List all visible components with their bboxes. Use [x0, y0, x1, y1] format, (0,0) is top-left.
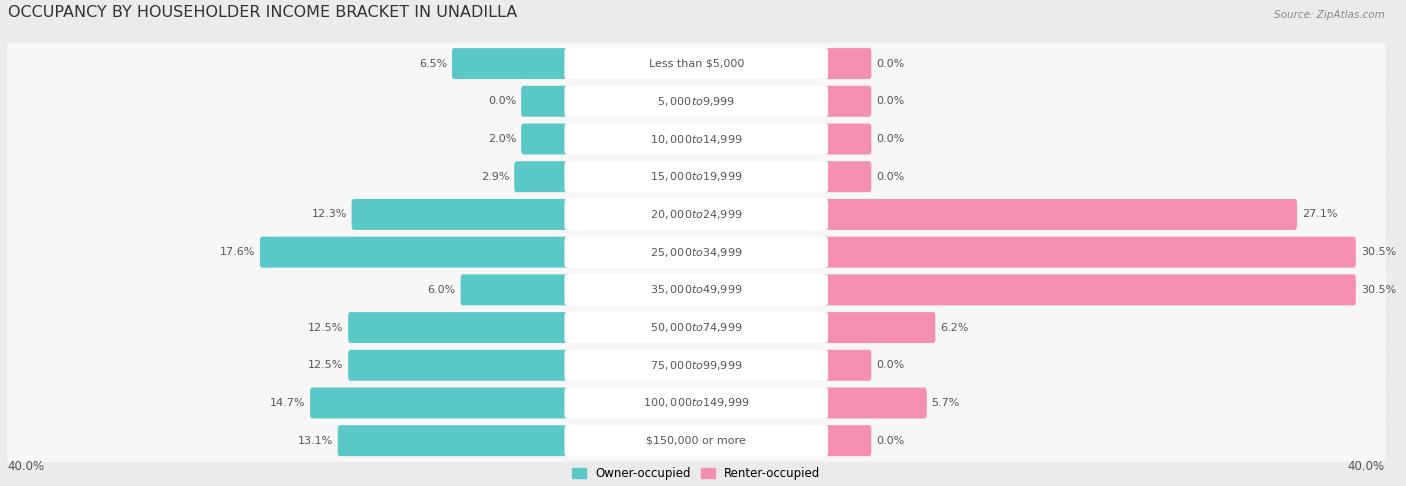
FancyBboxPatch shape: [824, 350, 872, 381]
FancyBboxPatch shape: [564, 237, 828, 268]
FancyBboxPatch shape: [824, 86, 872, 117]
Text: 12.3%: 12.3%: [311, 209, 347, 219]
FancyBboxPatch shape: [564, 161, 828, 192]
Text: 0.0%: 0.0%: [876, 436, 904, 446]
FancyBboxPatch shape: [7, 269, 1386, 311]
Text: 12.5%: 12.5%: [308, 360, 343, 370]
FancyBboxPatch shape: [451, 48, 568, 79]
Text: 30.5%: 30.5%: [1361, 247, 1396, 257]
Text: Less than $5,000: Less than $5,000: [648, 59, 744, 69]
Text: 6.5%: 6.5%: [419, 59, 447, 69]
Text: $150,000 or more: $150,000 or more: [647, 436, 747, 446]
Text: $25,000 to $34,999: $25,000 to $34,999: [650, 245, 742, 259]
Text: 0.0%: 0.0%: [876, 59, 904, 69]
Text: $5,000 to $9,999: $5,000 to $9,999: [657, 95, 735, 108]
FancyBboxPatch shape: [564, 425, 828, 456]
FancyBboxPatch shape: [564, 199, 828, 230]
Text: $50,000 to $74,999: $50,000 to $74,999: [650, 321, 742, 334]
FancyBboxPatch shape: [564, 387, 828, 418]
Text: $20,000 to $24,999: $20,000 to $24,999: [650, 208, 742, 221]
FancyBboxPatch shape: [7, 307, 1386, 348]
Text: 0.0%: 0.0%: [876, 134, 904, 144]
Text: 0.0%: 0.0%: [876, 96, 904, 106]
FancyBboxPatch shape: [564, 350, 828, 381]
Text: 6.0%: 6.0%: [427, 285, 456, 295]
FancyBboxPatch shape: [564, 48, 828, 79]
FancyBboxPatch shape: [260, 237, 568, 268]
FancyBboxPatch shape: [824, 312, 935, 343]
FancyBboxPatch shape: [7, 156, 1386, 198]
FancyBboxPatch shape: [7, 419, 1386, 462]
Text: $10,000 to $14,999: $10,000 to $14,999: [650, 133, 742, 145]
FancyBboxPatch shape: [337, 425, 568, 456]
FancyBboxPatch shape: [7, 193, 1386, 236]
FancyBboxPatch shape: [7, 344, 1386, 386]
FancyBboxPatch shape: [564, 123, 828, 155]
Text: 12.5%: 12.5%: [308, 323, 343, 332]
Text: $15,000 to $19,999: $15,000 to $19,999: [650, 170, 742, 183]
Text: $35,000 to $49,999: $35,000 to $49,999: [650, 283, 742, 296]
FancyBboxPatch shape: [349, 350, 568, 381]
Text: 2.9%: 2.9%: [481, 172, 509, 182]
FancyBboxPatch shape: [7, 42, 1386, 85]
Text: 2.0%: 2.0%: [488, 134, 516, 144]
FancyBboxPatch shape: [7, 382, 1386, 424]
FancyBboxPatch shape: [522, 86, 568, 117]
FancyBboxPatch shape: [564, 86, 828, 117]
FancyBboxPatch shape: [7, 118, 1386, 160]
FancyBboxPatch shape: [461, 275, 568, 305]
FancyBboxPatch shape: [515, 161, 568, 192]
FancyBboxPatch shape: [522, 123, 568, 155]
FancyBboxPatch shape: [564, 312, 828, 343]
FancyBboxPatch shape: [564, 275, 828, 305]
Text: OCCUPANCY BY HOUSEHOLDER INCOME BRACKET IN UNADILLA: OCCUPANCY BY HOUSEHOLDER INCOME BRACKET …: [7, 5, 517, 20]
Text: $75,000 to $99,999: $75,000 to $99,999: [650, 359, 742, 372]
Text: 6.2%: 6.2%: [941, 323, 969, 332]
FancyBboxPatch shape: [824, 425, 872, 456]
FancyBboxPatch shape: [352, 199, 568, 230]
FancyBboxPatch shape: [824, 387, 927, 418]
Text: 0.0%: 0.0%: [488, 96, 516, 106]
FancyBboxPatch shape: [824, 199, 1296, 230]
Legend: Owner-occupied, Renter-occupied: Owner-occupied, Renter-occupied: [568, 463, 825, 485]
FancyBboxPatch shape: [824, 237, 1355, 268]
FancyBboxPatch shape: [349, 312, 568, 343]
Text: 14.7%: 14.7%: [270, 398, 305, 408]
Text: 27.1%: 27.1%: [1302, 209, 1337, 219]
Text: 5.7%: 5.7%: [932, 398, 960, 408]
Text: 13.1%: 13.1%: [298, 436, 333, 446]
FancyBboxPatch shape: [7, 231, 1386, 273]
FancyBboxPatch shape: [824, 275, 1355, 305]
Text: 0.0%: 0.0%: [876, 172, 904, 182]
Text: Source: ZipAtlas.com: Source: ZipAtlas.com: [1274, 10, 1385, 20]
Text: 40.0%: 40.0%: [1348, 460, 1385, 473]
FancyBboxPatch shape: [824, 123, 872, 155]
FancyBboxPatch shape: [7, 80, 1386, 122]
Text: $100,000 to $149,999: $100,000 to $149,999: [643, 397, 749, 410]
FancyBboxPatch shape: [311, 387, 568, 418]
Text: 0.0%: 0.0%: [876, 360, 904, 370]
FancyBboxPatch shape: [824, 161, 872, 192]
Text: 40.0%: 40.0%: [7, 460, 45, 473]
Text: 30.5%: 30.5%: [1361, 285, 1396, 295]
FancyBboxPatch shape: [824, 48, 872, 79]
Text: 17.6%: 17.6%: [219, 247, 254, 257]
